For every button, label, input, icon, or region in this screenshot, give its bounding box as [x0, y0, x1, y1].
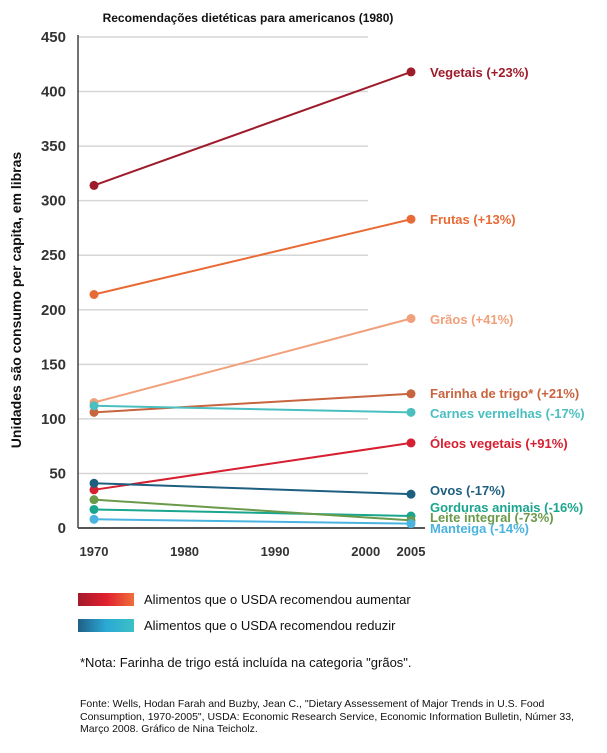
series-graos: [89, 314, 416, 408]
legend-label-increase: Alimentos que o USDA recomendou aumentar: [144, 591, 411, 607]
data-point: [406, 438, 416, 448]
series-label-leite-integral: Leite integral (-73%): [430, 510, 554, 525]
legend-swatch-decrease: [78, 618, 134, 632]
legend-item-increase: Alimentos que o USDA recomendou aumentar: [78, 590, 411, 608]
series-farinha-de-trigo: [89, 389, 416, 417]
series-group: [89, 67, 416, 529]
legend-item-decrease: Alimentos que o USDA recomendou reduzir: [78, 616, 411, 634]
gridlines: [78, 36, 368, 475]
series-manteiga: [89, 514, 416, 529]
data-point: [89, 407, 99, 417]
data-point: [406, 67, 416, 77]
series-line: [93, 441, 412, 491]
series-label-vegetais: Vegetais (+23%): [430, 65, 529, 80]
data-point: [406, 314, 416, 324]
y-axis-ticks: 0 50 100 150 200 250 300 350 400 450: [41, 29, 66, 537]
series-line: [93, 508, 412, 517]
data-point: [406, 519, 416, 529]
data-point: [89, 478, 99, 488]
series-label-ovos: Ovos (-17%): [430, 483, 505, 498]
y-tick-label: 450: [41, 29, 66, 46]
series-line: [93, 70, 412, 187]
legend-swatch-increase: [78, 592, 134, 606]
series-label-farinha-de-trigo: Farinha de trigo* (+21%): [430, 386, 579, 401]
y-tick-label: 150: [41, 356, 66, 373]
series-ovos: [89, 478, 416, 499]
x-axis-ticks: 1970 1980 1990 2000 2005: [80, 544, 426, 559]
series-vegetais: [89, 67, 416, 190]
y-tick-label: 50: [49, 465, 66, 482]
series-oleos-vegetais: [89, 438, 416, 495]
data-point: [89, 514, 99, 524]
line-chart: Recomendações dietéticas para americanos…: [8, 11, 585, 559]
data-point: [89, 485, 99, 495]
series-label-frutas: Frutas (+13%): [430, 212, 516, 227]
data-point: [89, 180, 99, 190]
x-tick-label: 2005: [397, 544, 426, 559]
y-tick-label: 200: [41, 302, 66, 319]
data-point: [406, 389, 416, 399]
data-point: [406, 489, 416, 499]
series-line: [93, 498, 412, 522]
x-tick-label: 2000: [351, 544, 380, 559]
data-point: [89, 495, 99, 505]
data-point: [89, 504, 99, 514]
x-tick-label: 1970: [80, 544, 109, 559]
legend: Alimentos que o USDA recomendou aumentar…: [78, 590, 411, 634]
series-label-manteiga: Manteiga (-14%): [430, 521, 529, 536]
series-labels: Vegetais (+23%) Frutas (+13%) Grãos (+41%)…: [430, 65, 585, 536]
series-line: [93, 392, 412, 414]
data-point: [406, 214, 416, 224]
y-tick-label: 350: [41, 138, 66, 155]
data-point: [406, 407, 416, 417]
series-line: [93, 317, 412, 404]
footnote: *Nota: Farinha de trigo está incluída na…: [80, 655, 412, 670]
series-line: [93, 404, 412, 414]
series-carnes-vermelhas: [89, 401, 416, 417]
series-line: [93, 218, 412, 296]
y-tick-label: 0: [58, 520, 66, 537]
y-axis-label: Unidades são consumo per capita, em libr…: [8, 152, 24, 449]
series-label-oleos-vegetais: Óleos vegetais (+91%): [430, 436, 568, 451]
chart-title: Recomendações dietéticas para americanos…: [103, 11, 394, 25]
y-tick-label: 100: [41, 411, 66, 428]
series-frutas: [89, 214, 416, 300]
y-tick-label: 250: [41, 247, 66, 264]
y-tick-label: 400: [41, 84, 66, 101]
source-citation: Fonte: Wells, Hodan Farah and Buzby, Jea…: [80, 698, 574, 735]
data-point: [89, 401, 99, 411]
data-point: [89, 290, 99, 300]
series-label-carnes-vermelhas: Carnes vermelhas (-17%): [430, 406, 585, 421]
series-label-graos: Grãos (+41%): [430, 312, 513, 327]
series-line: [93, 518, 412, 525]
x-tick-label: 1990: [261, 544, 290, 559]
x-tick-label: 1980: [170, 544, 199, 559]
series-label-gorduras-animais: Gorduras animais (-16%): [430, 500, 583, 515]
legend-label-decrease: Alimentos que o USDA recomendou reduzir: [144, 617, 396, 633]
y-tick-label: 300: [41, 193, 66, 210]
series-line: [93, 482, 412, 496]
